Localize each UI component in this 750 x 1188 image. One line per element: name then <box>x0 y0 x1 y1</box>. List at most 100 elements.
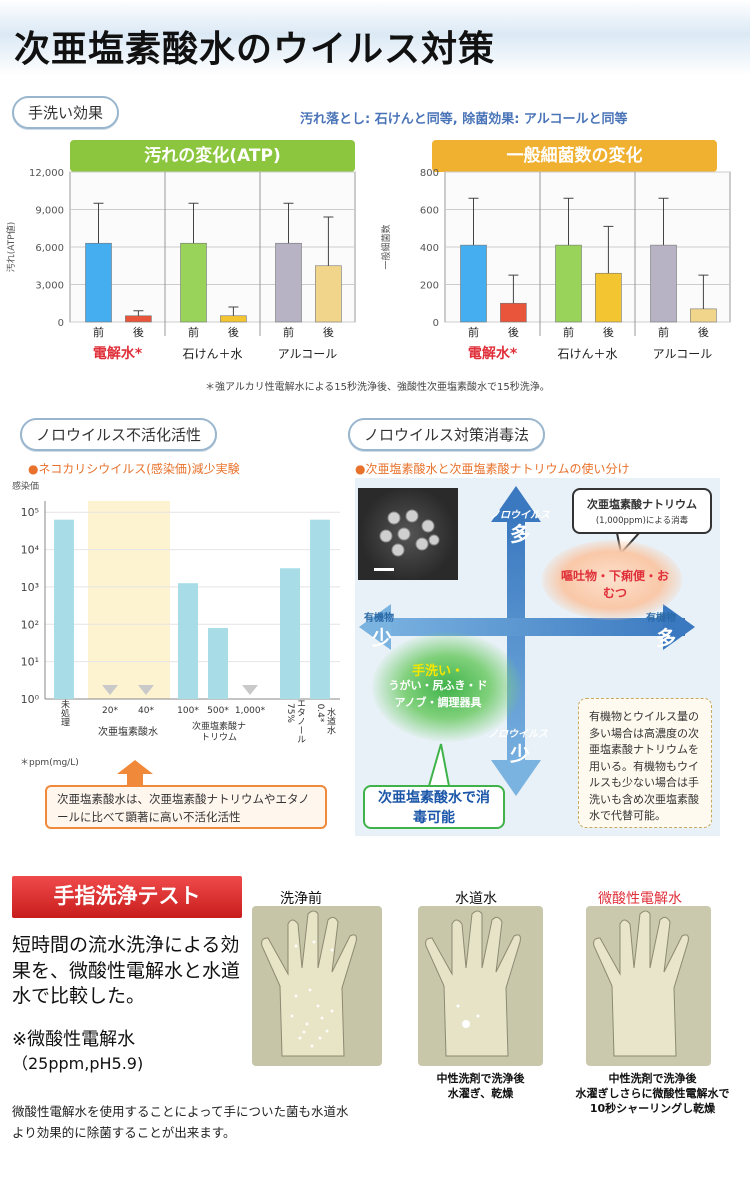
green-blob-body: うがい・尻ふき・ドアノブ・調理器具 <box>388 679 488 709</box>
section-pill-norovirus-disinfection: ノロウイルス対策消毒法 <box>348 418 546 451</box>
x-tick-label: 40* <box>138 706 154 716</box>
hand-image-before <box>252 906 382 1066</box>
bar-label: 後 <box>603 325 614 339</box>
panel-label-before: 洗浄前 <box>280 891 322 907</box>
y-tick-label: 10¹ <box>21 656 39 669</box>
title-banner <box>0 0 750 76</box>
bar-label: 後 <box>133 325 144 339</box>
bar <box>220 315 247 323</box>
atp-chart: 12,000 9,000 6,000 3,000 0 汚れ(ATP値) 前 後 前 後 前 後電解水*… <box>5 168 356 362</box>
axis-right-value: 多 <box>656 626 676 650</box>
y-tick-label: 10⁰ <box>21 693 40 706</box>
y-tick-label: 10⁴ <box>21 544 40 557</box>
handwash-footnote: ＊強アルカリ性電解水による15秒洗浄後、強酸性次亜塩素酸水で15秒洗浄。 <box>205 382 550 393</box>
sodium-box-sub: (1,000ppm)による消毒 <box>595 516 689 526</box>
axis-top-label: ノロウイルス <box>490 510 550 521</box>
tap-caption: 中性洗剤で洗浄後 水濯ぎ、乾燥 <box>418 1072 543 1102</box>
tap-caption-line1: 中性洗剤で洗浄後 <box>436 1072 525 1085</box>
y-tick-label: 10³ <box>21 581 39 594</box>
bar-label: 後 <box>323 325 334 339</box>
green-blob-title: 手洗い・ <box>412 664 465 679</box>
electrolyzed-caption-line3: 10秒シャーリングし乾燥 <box>589 1101 716 1115</box>
sodium-hypochlorite-box: 次亜塩素酸ナトリウム (1,000ppm)による消毒 <box>572 488 712 534</box>
section-pill-norovirus-inactivation: ノロウイルス不活化活性 <box>20 418 218 451</box>
inactivation-chart: 感染価 10⁵ 10⁴ 10³ 10² 10¹ 10⁰ 未処理 20* 40* 100* 500* 1,… <box>12 480 340 744</box>
electrolyzed-caption-line1: 中性洗剤で洗浄後 <box>608 1072 697 1085</box>
bar <box>54 519 74 699</box>
up-arrow-icon <box>117 760 153 786</box>
hypo-tail-icon <box>427 743 451 787</box>
note-sub: （25ppm,pH5.9) <box>12 1054 144 1073</box>
bar <box>275 242 302 323</box>
bar-label: 前 <box>658 325 669 339</box>
axis-left-value: 少 <box>372 626 392 650</box>
orange-blob-text: 嘔吐物・下痢便・おむつ <box>560 569 669 600</box>
group-label: 石けん＋水 <box>182 347 242 361</box>
section-pill-handwash: 手洗い効果 <box>12 96 120 129</box>
y-tick-label: 10² <box>21 618 39 631</box>
x-tick-label: 20* <box>102 706 118 716</box>
group-label: アルコール <box>653 347 713 361</box>
ppm-unit-note: ＊ppm(mg/L) <box>20 758 79 768</box>
bar-label: 前 <box>283 325 294 339</box>
y-tick-label: 600 <box>420 206 439 217</box>
hypochlorous-water-box: 次亜塩素酸水で消毒可能 <box>363 785 505 829</box>
bar-label: 前 <box>93 325 104 339</box>
axis-bottom-value: 少 <box>510 742 530 766</box>
electrolyzed-caption-line2: 水濯ぎしさらに微酸性電解水で <box>575 1086 730 1100</box>
handwash-subheading: 汚れ落とし: 石けんと同等, 除菌効果: アルコールと同等 <box>300 112 628 127</box>
bar-label: 前 <box>188 325 199 339</box>
inactivation-callout: 次亜塩素酸水は、次亜塩素酸ナトリウムやエタノールに比べて顕著に高い不活化活性 <box>45 785 327 829</box>
bar <box>690 308 717 323</box>
virus-micrograph <box>358 488 458 580</box>
y-tick-label: 0 <box>433 318 439 329</box>
tap-caption-line2: 水濯ぎ、乾燥 <box>447 1086 514 1100</box>
bottom-text: 微酸性電解水を使用することによって手についた菌も水道水より効果的に除菌することが… <box>12 1104 349 1140</box>
bar <box>315 265 342 323</box>
chart-title-bacteria: 一般細菌数の変化 <box>432 140 717 172</box>
bar <box>208 628 228 699</box>
hand-image-tap-water <box>418 906 543 1066</box>
bar <box>125 315 152 323</box>
bar-label: 後 <box>228 325 239 339</box>
hand-image-electrolyzed <box>586 906 711 1066</box>
bar <box>650 244 677 323</box>
test-description: 短時間の流水洗浄による効果を、微酸性電解水と水道水で比較した。 <box>12 934 241 1008</box>
below-detection-marker <box>242 685 258 695</box>
panel-label-electrolyzed: 微酸性電解水 <box>598 891 682 907</box>
sodium-box-title: 次亜塩素酸ナトリウム <box>587 498 697 511</box>
x-tick-label: 500* <box>207 706 229 716</box>
axis-top-value: 多 <box>510 522 530 546</box>
y-tick-label: 0 <box>58 318 64 329</box>
y-axis-label: 汚れ(ATP値) <box>5 222 17 272</box>
bar <box>178 583 198 699</box>
electrolyzed-caption: 中性洗剤で洗浄後 水濯ぎしさらに微酸性電解水で 10秒シャーリングし乾燥 <box>560 1072 745 1117</box>
bar <box>595 272 622 323</box>
organic-high-zone <box>542 540 682 620</box>
bar <box>500 302 527 323</box>
axis-left-label: 有機物 <box>364 613 394 624</box>
bar <box>460 244 487 323</box>
bar-label: 前 <box>468 325 479 339</box>
bar-label: 後 <box>508 325 519 339</box>
group-label: 電解水* <box>93 345 143 362</box>
highlight-band <box>88 501 170 699</box>
low-risk-zone <box>372 632 522 742</box>
group-label: 電解水* <box>468 345 518 362</box>
y-tick-label: 3,000 <box>35 281 64 292</box>
group-label: 水道水 <box>325 706 336 734</box>
bar <box>555 244 582 323</box>
note-title: ※微酸性電解水 <box>12 1029 136 1050</box>
bar <box>180 242 207 323</box>
below-detection-marker <box>138 685 154 695</box>
group-label: 次亜塩素酸ナ <box>192 720 246 732</box>
y-tick-label: 200 <box>420 281 439 292</box>
y-tick-label: 400 <box>420 243 439 254</box>
group-label: 石けん＋水 <box>557 347 617 361</box>
axis-bottom-label: ノロウイルス <box>488 729 548 740</box>
group-label: トリウム <box>201 732 237 743</box>
y-axis-label: 一般細菌数 <box>380 224 392 269</box>
y-axis-label: 感染価 <box>12 480 39 492</box>
x-tick-label: 100* <box>177 706 199 716</box>
